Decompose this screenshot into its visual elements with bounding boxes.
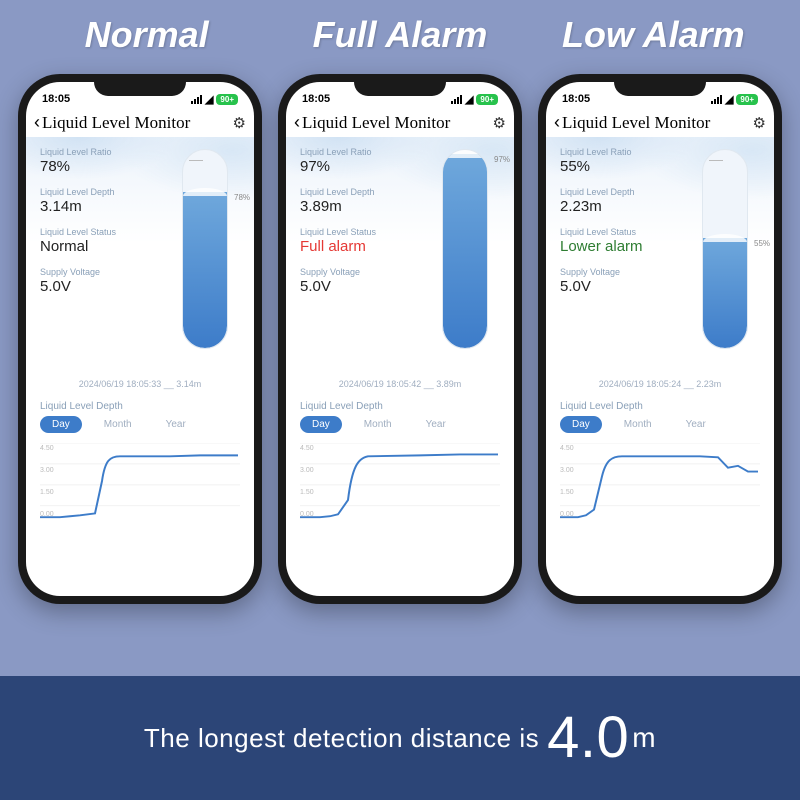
phone-2: 18:05 ◢ 90+ ‹ Liquid Level Monitor ⚙ Liq… [538, 74, 782, 604]
footer-text: The longest detection distance is [144, 723, 539, 754]
settings-icon[interactable]: ⚙ [233, 114, 246, 132]
tank-fill [703, 238, 747, 348]
marker-high [709, 160, 723, 161]
notch [614, 74, 706, 96]
notch [354, 74, 446, 96]
signal-icon [451, 95, 462, 104]
voltage-label: Supply Voltage [560, 267, 660, 277]
signal-icon [711, 95, 722, 104]
voltage-label: Supply Voltage [40, 267, 140, 277]
depth-chart: 4.503.001.500.00 [26, 439, 254, 529]
ratio-value: 55% [560, 158, 660, 175]
battery-icon: 90+ [476, 94, 498, 105]
tab-day[interactable]: Day [40, 416, 82, 433]
status-label: Liquid Level Status [300, 227, 400, 237]
tank: 55% [702, 149, 748, 349]
phone-1: 18:05 ◢ 90+ ‹ Liquid Level Monitor ⚙ Liq… [278, 74, 522, 604]
tank: 78% [182, 149, 228, 349]
tank: 97% [442, 149, 488, 349]
chart-section-label: Liquid Level Depth [546, 395, 774, 416]
ratio-value: 97% [300, 158, 400, 175]
wifi-icon: ◢ [725, 93, 733, 106]
headings-row: Normal Full Alarm Low Alarm [0, 14, 800, 56]
tab-month[interactable]: Month [612, 416, 664, 433]
depth-label: Liquid Level Depth [40, 187, 140, 197]
status-value: Lower alarm [560, 238, 660, 255]
tab-year[interactable]: Year [414, 416, 458, 433]
timestamp: 2024/06/19 18:05:24 __ 2.23m [546, 373, 774, 395]
tank-pct: 55% [754, 239, 770, 248]
phone-0: 18:05 ◢ 90+ ‹ Liquid Level Monitor ⚙ Liq… [18, 74, 262, 604]
depth-label: Liquid Level Depth [300, 187, 400, 197]
period-tabs: Day Month Year [26, 416, 254, 439]
tank-pct: 97% [494, 155, 510, 164]
battery-icon: 90+ [216, 94, 238, 105]
depth-value: 3.89m [300, 198, 400, 215]
app-title: Liquid Level Monitor [562, 113, 710, 133]
status-label: Liquid Level Status [40, 227, 140, 237]
status-time: 18:05 [562, 93, 590, 105]
status-label: Liquid Level Status [560, 227, 660, 237]
status-value: Normal [40, 238, 140, 255]
tab-month[interactable]: Month [352, 416, 404, 433]
timestamp: 2024/06/19 18:05:42 __ 3.89m [286, 373, 514, 395]
status-time: 18:05 [42, 93, 70, 105]
voltage-value: 5.0V [40, 278, 140, 295]
tank-fill [183, 192, 227, 348]
period-tabs: Day Month Year [546, 416, 774, 439]
footer-value: 4.0 [547, 709, 629, 767]
ratio-label: Liquid Level Ratio [300, 147, 400, 157]
depth-chart: 4.503.001.500.00 [286, 439, 514, 529]
period-tabs: Day Month Year [286, 416, 514, 439]
tab-month[interactable]: Month [92, 416, 144, 433]
app-title: Liquid Level Monitor [42, 113, 190, 133]
voltage-value: 5.0V [300, 278, 400, 295]
chart-section-label: Liquid Level Depth [286, 395, 514, 416]
marker-high [189, 160, 203, 161]
ratio-value: 78% [40, 158, 140, 175]
phones-row: 18:05 ◢ 90+ ‹ Liquid Level Monitor ⚙ Liq… [0, 74, 800, 604]
ratio-label: Liquid Level Ratio [560, 147, 660, 157]
chart-section-label: Liquid Level Depth [26, 395, 254, 416]
heading-normal: Normal [20, 14, 273, 56]
heading-low: Low Alarm [527, 14, 780, 56]
battery-icon: 90+ [736, 94, 758, 105]
back-icon[interactable]: ‹ [554, 112, 560, 133]
timestamp: 2024/06/19 18:05:33 __ 3.14m [26, 373, 254, 395]
ratio-label: Liquid Level Ratio [40, 147, 140, 157]
depth-chart: 4.503.001.500.00 [546, 439, 774, 529]
signal-icon [191, 95, 202, 104]
footer-unit: m [632, 722, 656, 754]
tank-pct: 78% [234, 193, 250, 202]
app-title: Liquid Level Monitor [302, 113, 450, 133]
depth-label: Liquid Level Depth [560, 187, 660, 197]
tank-fill [443, 154, 487, 348]
back-icon[interactable]: ‹ [34, 112, 40, 133]
back-icon[interactable]: ‹ [294, 112, 300, 133]
status-time: 18:05 [302, 93, 330, 105]
wifi-icon: ◢ [465, 93, 473, 106]
settings-icon[interactable]: ⚙ [493, 114, 506, 132]
notch [94, 74, 186, 96]
wifi-icon: ◢ [205, 93, 213, 106]
voltage-label: Supply Voltage [300, 267, 400, 277]
settings-icon[interactable]: ⚙ [753, 114, 766, 132]
footer-banner: The longest detection distance is 4.0 m [0, 676, 800, 800]
depth-value: 2.23m [560, 198, 660, 215]
tab-year[interactable]: Year [154, 416, 198, 433]
status-value: Full alarm [300, 238, 400, 255]
tab-day[interactable]: Day [300, 416, 342, 433]
tab-year[interactable]: Year [674, 416, 718, 433]
voltage-value: 5.0V [560, 278, 660, 295]
depth-value: 3.14m [40, 198, 140, 215]
heading-full: Full Alarm [273, 14, 526, 56]
tab-day[interactable]: Day [560, 416, 602, 433]
